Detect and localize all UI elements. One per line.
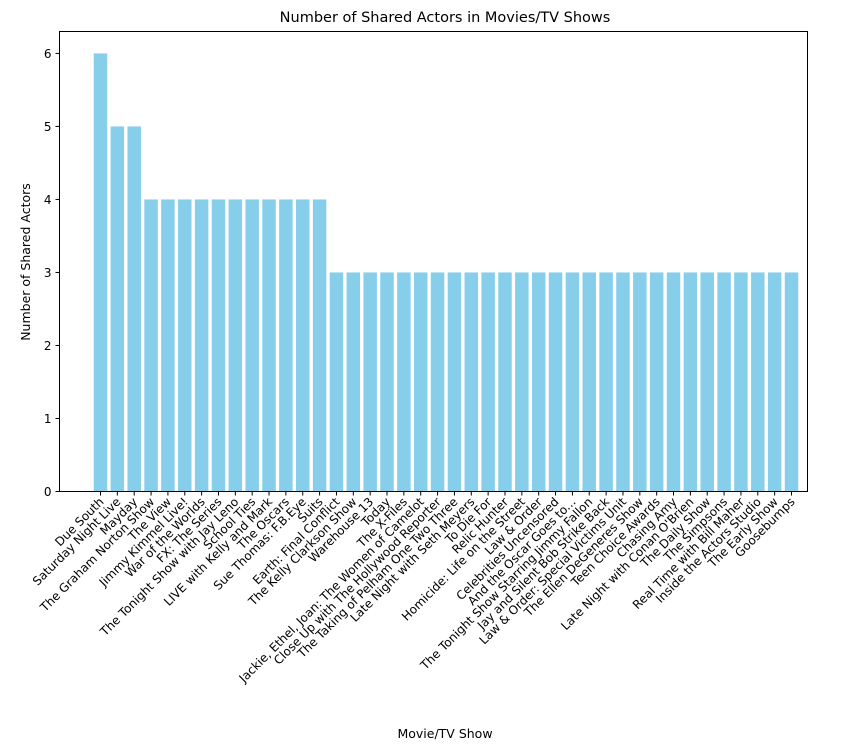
bar: [464, 272, 479, 492]
bar: [548, 272, 563, 492]
bar: [700, 272, 714, 492]
chart-title: Number of Shared Actors in Movies/TV Sho…: [280, 10, 611, 26]
bar: [245, 199, 259, 492]
bar: [616, 272, 630, 492]
bar: [430, 272, 445, 492]
plot-area-frame: [59, 31, 808, 492]
bar: [312, 199, 327, 492]
bar: [161, 199, 175, 492]
bar: [649, 272, 664, 492]
bar: [194, 199, 209, 492]
y-tick-label: 6: [44, 47, 52, 61]
bar: [717, 272, 731, 492]
bar: [211, 199, 226, 492]
bar: [565, 272, 580, 492]
bar: [784, 272, 799, 492]
bar: [262, 199, 276, 492]
y-axis-ticks: 0 1 2 3 4 5 6: [44, 47, 60, 499]
bar: [413, 272, 428, 492]
bar: [279, 199, 293, 492]
bar: [178, 199, 192, 492]
bar: [110, 126, 125, 492]
bar: [296, 199, 310, 492]
bar: [666, 272, 681, 492]
bar: [531, 272, 546, 492]
y-tick-label: 1: [44, 412, 52, 426]
bar: [447, 272, 462, 492]
bar: [481, 272, 495, 492]
y-tick-label: 5: [44, 120, 52, 134]
bar: [127, 126, 141, 492]
x-axis-label: Movie/TV Show: [397, 726, 492, 741]
bar: [751, 272, 765, 492]
bar: [380, 272, 394, 492]
bar: [144, 199, 158, 492]
y-tick-label: 2: [44, 339, 52, 353]
bar: [93, 53, 108, 492]
bar: [329, 272, 344, 492]
bar: [363, 272, 377, 492]
bar: [683, 272, 698, 492]
bar: [599, 272, 613, 492]
y-axis-label: Number of Shared Actors: [18, 183, 33, 341]
bar: [582, 272, 596, 492]
y-tick-label: 0: [44, 485, 52, 499]
bar: [498, 272, 512, 492]
bars-group: [93, 53, 799, 492]
bar: [734, 272, 748, 492]
bar: [767, 272, 782, 492]
y-tick-label: 3: [44, 266, 52, 280]
bar: [228, 199, 243, 492]
bar: [397, 272, 411, 492]
y-tick-label: 4: [44, 193, 52, 207]
bar: [515, 272, 529, 492]
bar: [633, 272, 647, 492]
bar: [346, 272, 361, 492]
